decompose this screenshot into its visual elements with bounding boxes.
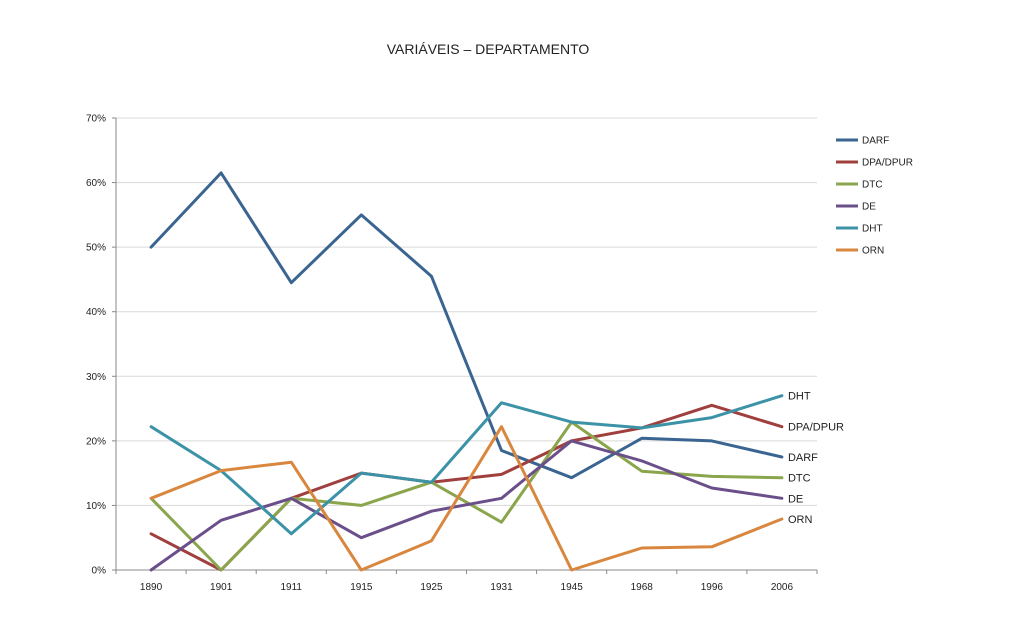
- x-tick-label: 1915: [350, 582, 373, 593]
- y-tick-label: 20%: [86, 436, 106, 447]
- x-tick-label: 1901: [210, 582, 233, 593]
- y-tick-label: 10%: [86, 501, 106, 512]
- series-line-orn: [149, 425, 784, 572]
- end-label: DTC: [788, 473, 811, 485]
- x-tick-label: 1931: [490, 582, 513, 593]
- end-label: DARF: [788, 452, 818, 464]
- y-tick-label: 70%: [86, 114, 106, 125]
- x-tick-label: 1968: [631, 582, 654, 593]
- end-label: ORN: [788, 514, 813, 526]
- x-tick-label: 1996: [701, 582, 724, 593]
- legend-label: DTC: [862, 180, 883, 191]
- legend-label: DARF: [862, 136, 889, 147]
- legend-label: DHT: [862, 224, 883, 235]
- x-tick-label: 1890: [140, 582, 163, 593]
- end-label: DHT: [788, 391, 811, 403]
- end-label: DPA/DPUR: [788, 422, 844, 434]
- legend-label: DPA/DPUR: [862, 158, 913, 169]
- legend-label: DE: [862, 202, 876, 213]
- legend-label: ORN: [862, 246, 884, 257]
- y-tick-label: 50%: [86, 243, 106, 254]
- end-label: DE: [788, 493, 803, 505]
- x-tick-label: 1911: [280, 582, 302, 593]
- y-tick-label: 60%: [86, 178, 106, 189]
- series-line-darf: [149, 171, 784, 480]
- series-line-dht: [149, 394, 784, 536]
- x-tick-label: 1925: [420, 582, 443, 593]
- y-tick-label: 40%: [86, 307, 106, 318]
- x-tick-label: 2006: [771, 582, 794, 593]
- chart-title: VARIÁVEIS – DEPARTAMENTO: [386, 41, 590, 57]
- y-tick-label: 30%: [86, 372, 106, 383]
- y-tick-label: 0%: [92, 566, 107, 577]
- series-line-de: [149, 439, 784, 572]
- x-tick-label: 1945: [561, 582, 584, 593]
